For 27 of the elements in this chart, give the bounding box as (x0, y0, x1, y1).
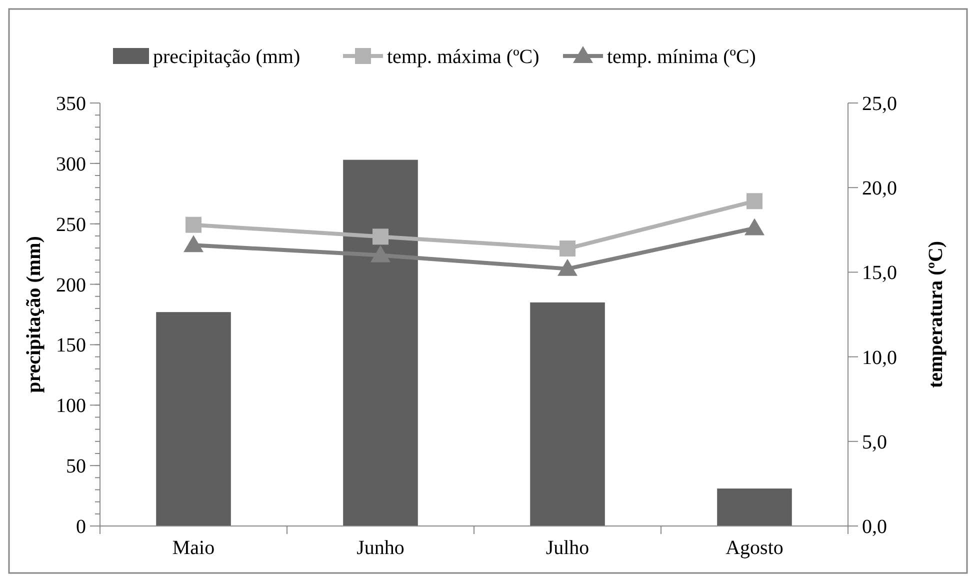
y2-tick-label: 25,0 (862, 93, 897, 115)
y-tick-label: 200 (56, 274, 86, 296)
y-tick-label: 350 (56, 93, 86, 115)
x-tick-label: Junho (356, 537, 404, 559)
bar (156, 312, 231, 526)
y2-tick-label: 5,0 (862, 431, 887, 454)
bar (530, 302, 605, 526)
legend-label: temp. máxima (ºC) (387, 46, 540, 68)
y-tick-label: 0 (76, 516, 86, 538)
bar (343, 160, 418, 526)
y-tick-label: 250 (56, 214, 86, 236)
y-axis-title: precipitação (mm) (23, 236, 45, 393)
y-tick-label: 100 (56, 395, 86, 418)
y-tick-label: 50 (66, 456, 86, 478)
legend-label: temp. mínima (ºC) (607, 46, 756, 68)
y-tick-label: 150 (56, 334, 86, 357)
bar (717, 488, 792, 526)
legend-label: precipitação (mm) (153, 46, 300, 68)
y-tick-label: 300 (56, 153, 86, 176)
y2-tick-label: 10,0 (862, 346, 897, 369)
y2-tick-label: 20,0 (862, 178, 897, 200)
x-tick-label: Agosto (726, 537, 784, 559)
x-tick-label: Maio (172, 537, 215, 559)
x-tick-label: Julho (546, 537, 590, 559)
y2-tick-label: 15,0 (862, 262, 897, 284)
y2-tick-label: 0,0 (862, 516, 887, 538)
y2-axis-title: temperatura (ºC) (925, 240, 947, 388)
